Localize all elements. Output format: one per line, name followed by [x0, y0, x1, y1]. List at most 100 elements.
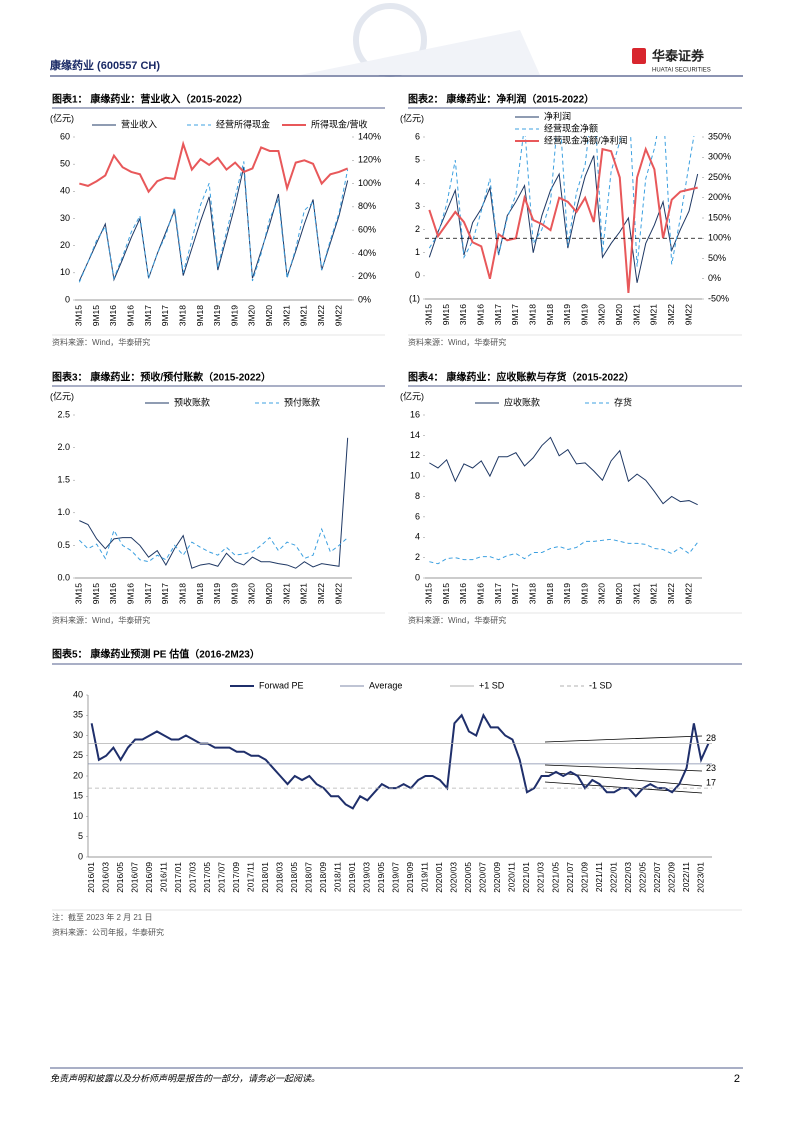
x-tick-label: 9M22 — [333, 305, 343, 327]
x-tick-label: 2017/03 — [187, 862, 197, 893]
x-tick-label: 2021/11 — [594, 862, 604, 892]
y2-tick-label: 60% — [358, 225, 376, 235]
x-tick-label: 3M22 — [316, 305, 326, 327]
y-tick-label: 10 — [73, 811, 83, 821]
trend-line — [544, 764, 703, 772]
x-tick-label: 9M18 — [195, 583, 205, 605]
legend-label: 经营现金净额/净利润 — [544, 134, 628, 145]
x-tick-label: 3M21 — [281, 305, 291, 327]
series-line — [79, 140, 349, 194]
x-tick-label: 2017/05 — [202, 862, 212, 893]
x-tick-label: 3M20 — [247, 305, 257, 327]
x-tick-label: 3M19 — [562, 304, 572, 326]
x-tick-label: 3M21 — [281, 583, 291, 605]
chart-title: 图表4： 康缘药业：应收账款与存货（2015-2022） — [408, 371, 634, 384]
legend-label: 预收账款 — [174, 396, 210, 407]
legend-label: 应收账款 — [504, 396, 540, 407]
legend-label: Average — [369, 680, 402, 690]
y2-tick-label: 300% — [708, 152, 731, 162]
y-tick-label: 1.0 — [57, 507, 70, 517]
y-tick-label: (1) — [409, 293, 420, 303]
x-tick-label: 9M18 — [545, 583, 555, 605]
x-tick-label: 9M20 — [264, 583, 274, 605]
x-tick-label: 9M22 — [683, 583, 693, 605]
y-tick-label: 30 — [73, 730, 83, 740]
x-tick-label: 2022/01 — [608, 862, 618, 893]
y-tick-label: 0.0 — [57, 572, 70, 582]
x-tick-label: 2022/05 — [637, 862, 647, 893]
x-tick-label: 2016/03 — [100, 862, 110, 893]
y-tick-label: 6 — [415, 511, 420, 521]
x-tick-label: 9M18 — [195, 305, 205, 327]
y-tick-label: 20 — [60, 240, 70, 250]
y-tick-label: 16 — [410, 409, 420, 419]
y2-tick-label: 40% — [358, 248, 376, 258]
x-tick-label: 3M20 — [597, 304, 607, 326]
x-tick-label: 3M22 — [666, 304, 676, 326]
x-tick-label: 9M15 — [441, 583, 451, 605]
y-tick-label: 3 — [415, 201, 420, 211]
y-tick-label: 5 — [415, 155, 420, 165]
chart-note: 注：截至 2023 年 2 月 21 日 — [52, 912, 152, 922]
series-line — [79, 437, 349, 569]
x-tick-label: 2020/09 — [492, 862, 502, 893]
y-tick-label: 40 — [73, 689, 83, 699]
x-tick-label: 2021/09 — [579, 862, 589, 893]
x-tick-label: 9M19 — [579, 304, 589, 326]
reference-value-label: 23 — [706, 763, 716, 773]
legend-label: +1 SD — [479, 680, 505, 690]
x-tick-label: 3M15 — [424, 583, 434, 605]
chart-title: 图表1： 康缘药业：营业收入（2015-2022） — [52, 93, 248, 106]
x-tick-label: 2018/03 — [275, 862, 285, 893]
y-tick-label: 10 — [410, 471, 420, 481]
x-tick-label: 3M16 — [108, 583, 118, 605]
chart-source: 资料来源：Wind，华泰研究 — [52, 615, 150, 625]
y2-tick-label: 350% — [708, 131, 731, 141]
logo-text: 华泰证券 — [652, 48, 705, 63]
series-line — [429, 436, 698, 506]
logo-icon — [632, 48, 646, 64]
x-tick-label: 3M19 — [212, 305, 222, 327]
x-tick-label: 9M17 — [510, 304, 520, 326]
legend-label: 所得现金/营收 — [311, 118, 368, 129]
x-tick-label: 2019/07 — [391, 862, 401, 893]
x-tick-label: 3M15 — [74, 583, 84, 605]
x-tick-label: 3M18 — [527, 583, 537, 605]
x-tick-label: 9M19 — [229, 583, 239, 605]
y-tick-label: 2.0 — [57, 442, 70, 452]
x-tick-label: 9M16 — [476, 583, 486, 605]
x-tick-label: 2021/01 — [521, 862, 531, 893]
y-tick-label: 15 — [73, 791, 83, 801]
x-tick-label: 2022/09 — [666, 862, 676, 893]
series-line — [90, 712, 710, 810]
legend-label: -1 SD — [589, 680, 613, 690]
series-line — [428, 146, 698, 294]
y-tick-label: 1.5 — [57, 475, 70, 485]
x-tick-label: 3M18 — [527, 304, 537, 326]
legend-label: 存货 — [614, 396, 632, 407]
x-tick-label: 2016/09 — [144, 862, 154, 893]
chart-source: 资料来源：Wind，华泰研究 — [52, 337, 150, 347]
x-tick-label: 3M21 — [631, 304, 641, 326]
x-tick-label: 9M19 — [229, 305, 239, 327]
series-line — [428, 136, 695, 267]
y2-tick-label: 150% — [708, 212, 731, 222]
x-tick-label: 3M15 — [424, 304, 434, 326]
y2-tick-label: 20% — [358, 271, 376, 281]
x-tick-label: 9M16 — [476, 304, 486, 326]
x-tick-label: 3M19 — [562, 583, 572, 605]
chart-title: 图表5： 康缘药业预测 PE 估值（2016-2M23） — [52, 648, 260, 661]
y-unit-label: (亿元) — [400, 112, 424, 123]
x-tick-label: 2022/03 — [623, 862, 633, 893]
y-tick-label: 0 — [78, 851, 83, 861]
series-line — [428, 155, 699, 283]
x-tick-label: 9M22 — [683, 304, 693, 326]
x-tick-label: 9M21 — [299, 583, 309, 605]
y2-tick-label: 80% — [358, 201, 376, 211]
chart-title: 图表2： 康缘药业：净利润（2015-2022） — [408, 93, 594, 106]
x-tick-label: 2018/09 — [318, 862, 328, 893]
y-tick-label: 10 — [60, 267, 70, 277]
y2-tick-label: 0% — [358, 294, 371, 304]
x-tick-label: 2018/01 — [260, 862, 270, 893]
reference-value-label: 28 — [706, 733, 716, 743]
